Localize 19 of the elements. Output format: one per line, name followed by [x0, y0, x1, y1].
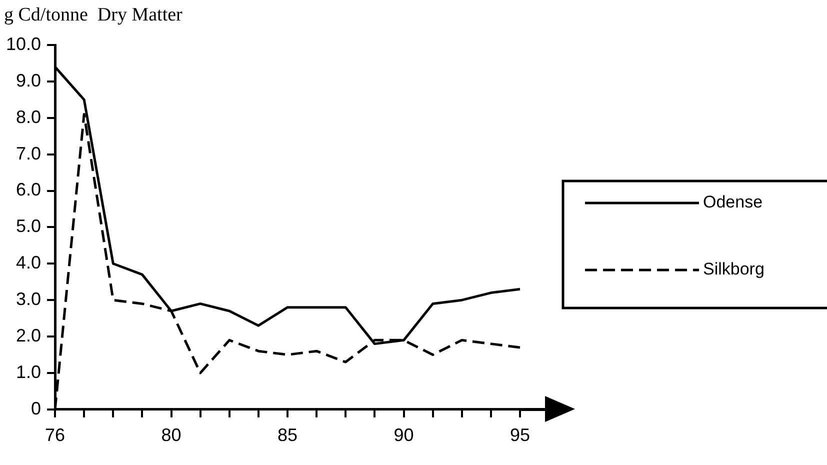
y-tick-label: 0: [31, 398, 42, 418]
x-tick-label: 90: [394, 425, 414, 446]
y-axis-title: g Cd/tonne Dry Matter: [4, 4, 184, 26]
x-tick-label: 80: [161, 425, 182, 446]
y-tick-label: 9.0: [16, 70, 42, 90]
y-tick-label: 5.0: [16, 216, 42, 236]
x-tick-label: 85: [278, 425, 298, 446]
x-tick-label: 95: [510, 425, 530, 446]
x-tick-label: 76: [45, 425, 66, 446]
y-tick-label: 7.0: [16, 143, 42, 164]
y-tick-label: 10.0: [6, 34, 42, 54]
y-tick-label: 6.0: [16, 180, 42, 200]
text: Odense: [703, 192, 763, 212]
y-tick-label: 8.0: [16, 106, 42, 127]
text: Silkborg: [703, 260, 764, 279]
y-tick-label: 4.0: [16, 252, 42, 273]
y-tick-label: 1.0: [16, 362, 42, 382]
y-tick-label: 3.0: [16, 289, 42, 310]
y-tick-label: 2.0: [16, 325, 42, 346]
